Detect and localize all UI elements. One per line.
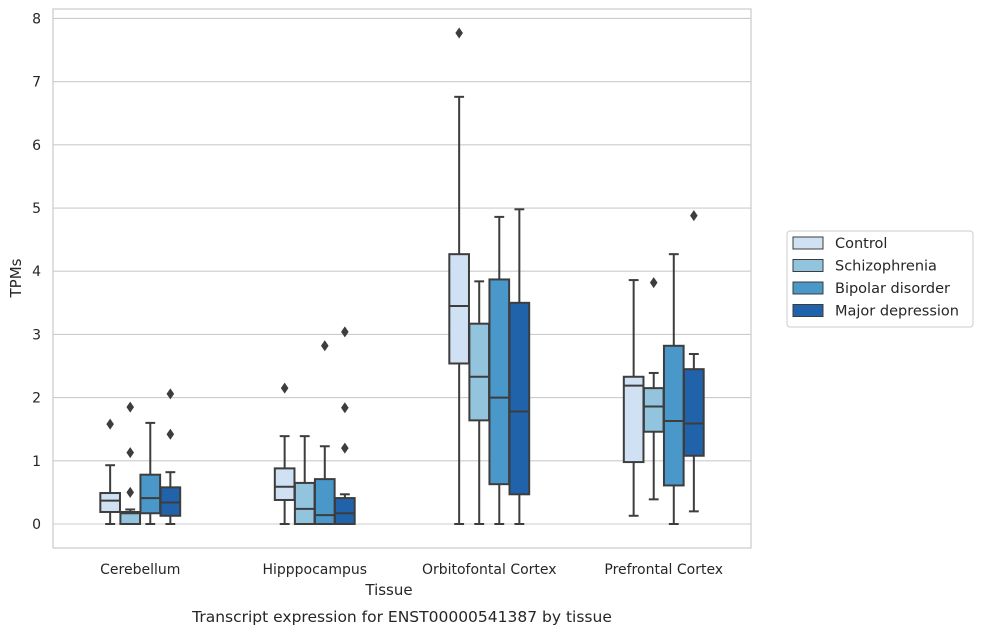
y-tick-label: 1 xyxy=(32,454,41,470)
box-schizophrenia xyxy=(642,277,665,501)
legend-swatch xyxy=(792,236,824,250)
iqr-box xyxy=(334,497,356,525)
box-control xyxy=(622,279,645,517)
box-plots xyxy=(99,27,705,525)
x-axis-label: Tissue xyxy=(364,581,412,599)
iqr-box xyxy=(508,301,531,496)
box-control xyxy=(99,418,121,525)
iqr-box xyxy=(119,510,142,525)
legend-label: Major depression xyxy=(835,304,959,320)
outlier-point xyxy=(690,210,698,222)
legend-label: Schizophrenia xyxy=(835,259,937,275)
legend-swatch xyxy=(792,304,824,317)
outlier-point xyxy=(280,382,289,394)
y-tick-label: 6 xyxy=(32,138,41,154)
y-axis-label: TPMs xyxy=(7,258,25,298)
y-tick-label: 4 xyxy=(32,264,41,280)
box-schizophrenia xyxy=(119,401,142,525)
box-bipolar-disorder xyxy=(313,340,336,525)
iqr-box xyxy=(683,368,705,457)
legend-swatch xyxy=(792,259,824,272)
iqr-box xyxy=(662,344,685,487)
box-major-depression xyxy=(334,326,356,525)
iqr-box xyxy=(468,322,491,422)
outlier-point xyxy=(341,402,349,414)
box-schizophrenia xyxy=(293,435,316,525)
iqr-box xyxy=(448,253,470,365)
iqr-box xyxy=(273,467,296,501)
grid-lines xyxy=(53,17,751,525)
legend-frame xyxy=(786,230,974,328)
outlier-point xyxy=(126,447,135,459)
iqr-box xyxy=(622,375,645,464)
x-tick-labels: Cerebellum Hipppocampus Orbitofontal Corte… xyxy=(100,562,723,578)
iqr-box xyxy=(642,387,665,433)
box-control xyxy=(448,27,470,525)
legend-label: Bipolar disorder xyxy=(835,281,950,297)
x-tick-label: Orbitofontal Cortex xyxy=(422,562,557,578)
box-bipolar-disorder xyxy=(662,253,685,525)
legend-swatch xyxy=(792,281,824,295)
y-tick-label: 5 xyxy=(32,201,41,217)
iqr-box xyxy=(313,478,336,525)
y-tick-label: 3 xyxy=(32,327,41,343)
y-tick-label: 0 xyxy=(32,517,41,533)
legend-label: Control xyxy=(835,236,887,252)
x-tick-label: Hipppocampus xyxy=(262,562,367,578)
iqr-box xyxy=(293,481,316,525)
chart-title: Transcript expression for ENST0000054138… xyxy=(191,608,612,626)
box-major-depression xyxy=(683,210,705,513)
y-tick-label: 2 xyxy=(32,391,41,407)
box-major-depression xyxy=(508,208,531,525)
box-major-depression xyxy=(159,388,182,525)
outlier-point xyxy=(341,326,349,338)
box-schizophrenia xyxy=(468,280,491,525)
outlier-point xyxy=(106,418,114,430)
plot-area-frame xyxy=(52,8,752,549)
outlier-point xyxy=(320,340,329,352)
outlier-point xyxy=(455,27,463,39)
box-bipolar-disorder xyxy=(488,215,511,525)
outlier-point xyxy=(166,388,175,400)
iqr-box xyxy=(488,278,511,486)
outlier-point xyxy=(166,428,175,440)
iqr-box xyxy=(139,473,162,515)
y-tick-labels: 0 1 2 3 4 5 6 7 8 xyxy=(32,11,41,533)
box-control xyxy=(273,382,296,525)
outlier-point xyxy=(649,277,658,289)
y-tick-label: 8 xyxy=(32,11,41,27)
y-tick-label: 7 xyxy=(32,75,41,91)
legend: Control Schizophrenia Bipolar disorder Majo… xyxy=(786,230,974,328)
outlier-point xyxy=(126,486,135,498)
x-tick-label: Cerebellum xyxy=(100,562,180,578)
outlier-point xyxy=(341,442,349,454)
box-bipolar-disorder xyxy=(139,421,162,525)
x-tick-label: Prefrontal Cortex xyxy=(604,562,723,578)
iqr-box xyxy=(99,492,121,513)
outlier-point xyxy=(126,401,135,413)
